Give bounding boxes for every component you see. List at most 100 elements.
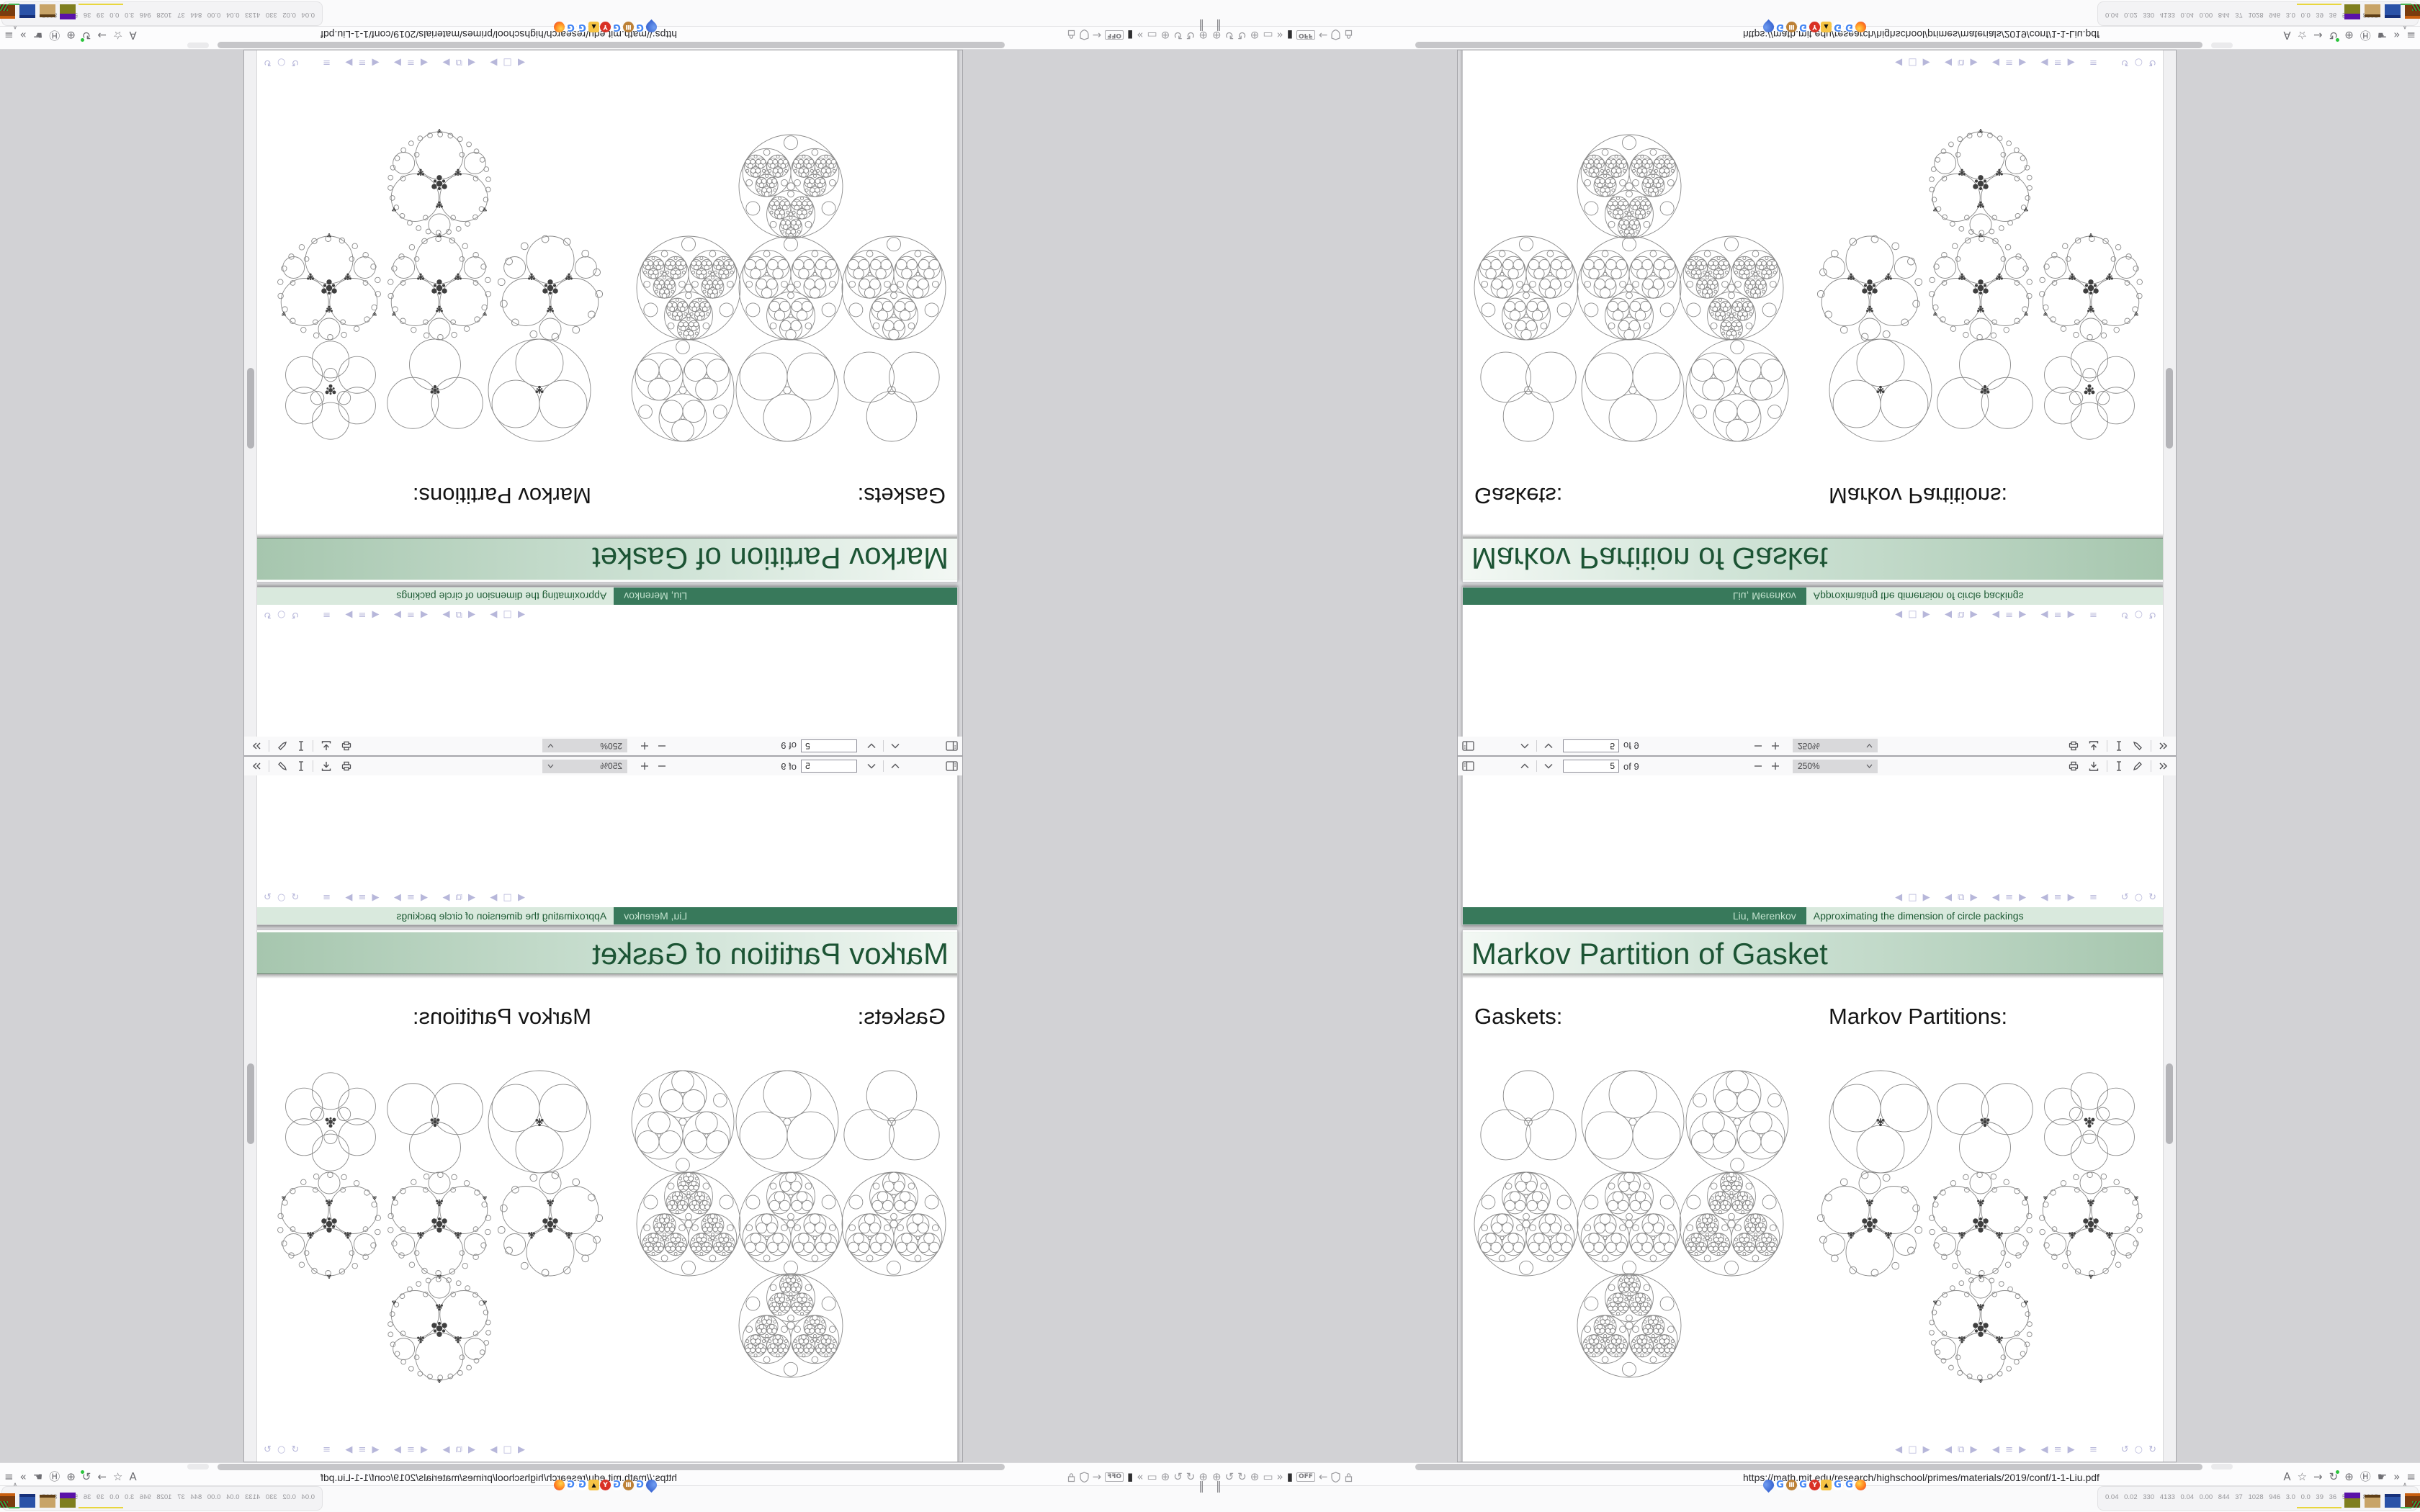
shield-icon[interactable] (1079, 30, 1089, 41)
pdf-viewer-content[interactable]: ◀ □ ▶ ◀ ⧉ ▶ ◀ ≡ ▶ ◀ ≡ ▶ ≡ ↺ ○ ↻ Liu, Mer… (1458, 775, 2176, 1462)
firefox-favicon[interactable] (554, 22, 565, 32)
vertical-scrollbar-thumb[interactable] (2166, 368, 2173, 449)
history-forward-arc-icon[interactable]: ↻ (1173, 29, 1183, 42)
history-back-arc-icon[interactable]: ↺ (1186, 1470, 1196, 1483)
save-button[interactable] (2084, 760, 2104, 772)
print-button[interactable] (2063, 760, 2084, 772)
previous-page-button[interactable] (887, 743, 904, 749)
previous-page-button[interactable] (1516, 743, 1533, 749)
page-number-input[interactable] (801, 760, 857, 773)
beamer-nav-symbols[interactable]: ◀ □ ▶ ◀ ⧉ ▶ ◀ ≡ ▶ ◀ ≡ ▶ ≡ ↺ ○ ↻ (262, 57, 525, 68)
history-back-arc-icon[interactable]: ↺ (1224, 1470, 1234, 1483)
firefox-favicon[interactable] (554, 1480, 565, 1490)
more-chevrons-icon[interactable]: » (1276, 1470, 1283, 1483)
next-page-button[interactable] (1540, 743, 1557, 749)
sidebar-toggle-button[interactable] (1458, 741, 1479, 751)
beamer-nav-symbols[interactable]: ◀ □ ▶ ◀ ⧉ ▶ ◀ ≡ ▶ ◀ ≡ ▶ ≡ ↺ ○ ↻ (262, 1444, 525, 1455)
previous-page-button[interactable] (1516, 763, 1533, 769)
photos-favicon[interactable]: ▲ (1821, 22, 1832, 32)
text-tool-button[interactable] (292, 740, 310, 752)
vertical-scrollbar-thumb[interactable] (247, 1063, 254, 1144)
hscrollbar-fragment[interactable] (187, 1464, 209, 1470)
bookmark-star-icon[interactable]: ☆ (112, 1470, 123, 1483)
pocket-icon[interactable]: ☛ (2377, 1470, 2388, 1483)
history-forward-arc-icon[interactable]: ↻ (1237, 29, 1247, 42)
vertical-scrollbar[interactable] (244, 50, 257, 737)
text-tool-button[interactable] (2110, 760, 2128, 772)
more-tools-button[interactable] (2154, 762, 2173, 770)
lock-icon[interactable] (1067, 1472, 1076, 1482)
firefox-favicon[interactable] (1855, 22, 1866, 32)
zoom-in-button[interactable] (1767, 742, 1784, 750)
google-favicon[interactable]: G (565, 22, 576, 32)
trash-icon[interactable]: ▮ (1127, 1470, 1134, 1483)
extension-icon[interactable]: Ⓗ (49, 1470, 60, 1483)
more-chevrons-icon[interactable]: » (1137, 29, 1144, 42)
maps-pin-favicon[interactable] (1760, 1477, 1777, 1493)
zoom-in-button[interactable] (636, 762, 653, 770)
panel-expander-icon[interactable]: ∧ (2402, 1480, 2408, 1490)
bookmark-star-icon[interactable]: ☆ (2297, 29, 2308, 42)
google-favicon[interactable]: G (1832, 22, 1843, 32)
back-arrow-icon[interactable]: ← (1092, 1470, 1102, 1483)
yelp-favicon[interactable]: Y (600, 22, 611, 32)
draw-tool-button[interactable] (272, 760, 292, 772)
more-tools-button[interactable] (247, 742, 266, 750)
back-arrow-icon[interactable]: ← (1318, 29, 1328, 42)
sidebar-toggle-button[interactable] (1458, 761, 1479, 771)
overflow-chevrons-icon[interactable]: » (19, 1470, 27, 1483)
zoom-out-button[interactable] (653, 762, 671, 770)
previous-page-button[interactable] (887, 763, 904, 769)
history-back-arc-icon[interactable]: ↺ (1224, 29, 1234, 42)
draw-tool-button[interactable] (2128, 740, 2148, 752)
yelp-favicon[interactable]: Y (1809, 1480, 1820, 1490)
pdf-viewer-content[interactable]: ◀ □ ▶ ◀ ⧉ ▶ ◀ ≡ ▶ ◀ ≡ ▶ ≡ ↺ ○ ↻ Liu, Mer… (244, 775, 962, 1462)
hscrollbar-fragment[interactable] (2211, 1464, 2233, 1470)
beamer-nav-symbols[interactable]: ◀ □ ▶ ◀ ⧉ ▶ ◀ ≡ ▶ ◀ ≡ ▶ ≡ ↺ ○ ↻ (1895, 609, 2158, 620)
globe-icon[interactable]: ⊕ (1160, 1470, 1170, 1483)
folder-icon[interactable]: ▭ (1263, 29, 1273, 42)
google-favicon[interactable]: G (1775, 1480, 1785, 1490)
beamer-nav-symbols[interactable]: ◀ □ ▶ ◀ ⧉ ▶ ◀ ≡ ▶ ◀ ≡ ▶ ≡ ↺ ○ ↻ (262, 892, 525, 903)
page-number-input[interactable] (1563, 760, 1619, 773)
google-favicon[interactable]: G (1775, 22, 1785, 32)
google-favicon[interactable]: G (635, 22, 645, 32)
reload-icon[interactable]: ↻ (2329, 29, 2339, 42)
medal-favicon[interactable]: Ⅲ (1786, 22, 1797, 32)
zoom-level-dropdown[interactable]: 250% (542, 759, 627, 773)
shield-icon[interactable] (1079, 1471, 1089, 1482)
google-favicon[interactable]: G (635, 1480, 645, 1490)
vertical-scrollbar-thumb[interactable] (2166, 1063, 2173, 1144)
yelp-favicon[interactable]: Y (600, 1480, 611, 1490)
more-tools-button[interactable] (247, 762, 266, 770)
save-button[interactable] (316, 760, 336, 772)
beamer-nav-symbols[interactable]: ◀ □ ▶ ◀ ⧉ ▶ ◀ ≡ ▶ ◀ ≡ ▶ ≡ ↺ ○ ↻ (1895, 57, 2158, 68)
off-toggle[interactable]: OFF (1105, 30, 1124, 40)
sidebar-toggle-button[interactable] (941, 741, 962, 751)
back-arrow-icon[interactable]: ← (1318, 1470, 1328, 1483)
globe-filled-icon[interactable]: ⊕ (2344, 1470, 2354, 1483)
draw-tool-button[interactable] (2128, 760, 2148, 772)
trash-icon[interactable]: ▮ (1286, 1470, 1293, 1483)
overflow-chevrons-icon[interactable]: » (19, 29, 27, 42)
text-tool-button[interactable] (292, 760, 310, 772)
pocket-icon[interactable]: ☛ (32, 1470, 43, 1483)
google-favicon[interactable]: G (1832, 1480, 1843, 1490)
off-toggle[interactable]: OFF (1296, 1472, 1315, 1482)
maps-pin-favicon[interactable] (643, 19, 660, 35)
google-favicon[interactable]: G (1798, 1480, 1809, 1490)
reload-icon[interactable]: ↻ (2329, 1470, 2339, 1483)
folder-icon[interactable]: ▭ (1147, 1470, 1157, 1483)
next-page-button[interactable] (1540, 763, 1557, 769)
bookmark-star-icon[interactable]: ☆ (112, 29, 123, 42)
maps-pin-favicon[interactable] (1760, 19, 1777, 35)
beamer-nav-symbols[interactable]: ◀ □ ▶ ◀ ⧉ ▶ ◀ ≡ ▶ ◀ ≡ ▶ ≡ ↺ ○ ↻ (262, 609, 525, 620)
sidebar-toggle-button[interactable] (941, 761, 962, 771)
save-button[interactable] (316, 740, 336, 752)
print-button[interactable] (2063, 740, 2084, 752)
overflow-chevrons-icon[interactable]: » (2393, 1470, 2401, 1483)
bookmark-star-icon[interactable]: ☆ (2297, 1470, 2308, 1483)
pdf-viewer-content[interactable]: ◀ □ ▶ ◀ ⧉ ▶ ◀ ≡ ▶ ◀ ≡ ▶ ≡ ↺ ○ ↻ Liu, Mer… (1458, 50, 2176, 737)
google-favicon[interactable]: G (577, 1480, 588, 1490)
more-chevrons-icon[interactable]: » (1137, 1470, 1144, 1483)
